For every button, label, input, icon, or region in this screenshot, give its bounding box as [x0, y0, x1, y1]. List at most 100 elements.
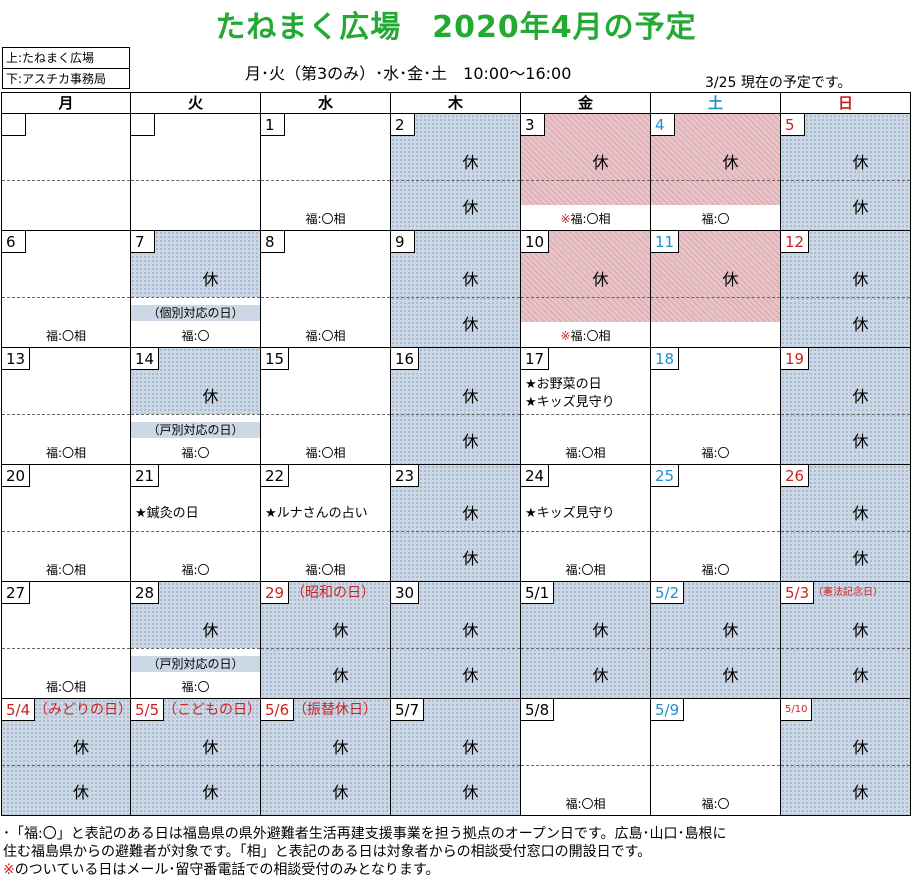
special-day-note: （戸別対応の日） [131, 656, 260, 672]
calendar-day-cell: 5/5 （こどもの日）休休 [131, 699, 261, 816]
half-divider [131, 180, 260, 181]
holiday-name: （憲法記念日） [813, 587, 883, 598]
calendar-day-cell: 21 ★鍼灸の日 福:〇 [131, 465, 261, 582]
closed-mark: 休 [852, 783, 869, 802]
day-number: 5/7 [391, 699, 425, 721]
weekday-header: 日 [781, 92, 911, 114]
event-item: ★キッズ見守り [525, 506, 615, 521]
day-number: 5/4 [2, 699, 36, 721]
closed-mark: 休 [462, 621, 479, 640]
service-label: ※福:〇相 [521, 327, 650, 344]
half-divider [391, 414, 520, 415]
calendar-day-cell: 11 休 [651, 231, 781, 348]
footer-line-2: 住む福島県からの避難者が対象です。「相」と表記のある日は対象者からの相談受付窓口… [3, 844, 652, 860]
closed-mark: 休 [462, 387, 479, 406]
day-number: 15 [261, 348, 290, 370]
closed-mark: 休 [462, 153, 479, 172]
calendar-day-cell: 4 休福:〇 [651, 114, 781, 231]
service-label: 福:〇 [181, 446, 210, 460]
calendar-day-cell: 5/10 休休 [781, 699, 911, 816]
day-number: 13 [2, 348, 31, 370]
calendar-day-cell: 5/7 休休 [391, 699, 521, 816]
calendar-day-cell: 5/9 福:〇 [651, 699, 781, 816]
footer-line-1: ･「福:〇」と表記のある日は福島県の県外避難者生活再建支援事業を担う拠点のオープ… [3, 826, 727, 842]
calendar-day-cell: 16 休休 [391, 348, 521, 465]
day-number [2, 114, 26, 136]
closed-mark: 休 [202, 270, 219, 289]
closed-mark: 休 [202, 783, 219, 802]
half-divider [781, 414, 910, 415]
calendar-day-cell: 25 福:〇 [651, 465, 781, 582]
closed-shade [391, 414, 520, 464]
closed-mark: 休 [462, 432, 479, 451]
half-divider [131, 414, 260, 415]
half-divider [521, 297, 650, 298]
closed-mark: 休 [722, 270, 739, 289]
footer-notes: ･「福:〇」と表記のある日は福島県の県外避難者生活再建支援事業を担う拠点のオープ… [3, 825, 909, 879]
closed-mark: 休 [592, 153, 609, 172]
closed-shade [781, 180, 910, 230]
footer-line-3: ※のついている日はメール･留守番電話での相談受付のみとなります。 [3, 861, 909, 879]
closed-mark: 休 [592, 621, 609, 640]
closed-mark: 休 [332, 783, 349, 802]
service-label: 福:〇 [181, 563, 210, 577]
closed-shade [261, 648, 390, 698]
calendar-day-cell: 30 休休 [391, 582, 521, 699]
calendar-day-cell: 8 福:〇相 [261, 231, 391, 348]
calendar-day-cell: 20 福:〇相 [1, 465, 131, 582]
day-number: 23 [391, 465, 420, 487]
day-number: 27 [2, 582, 31, 604]
half-divider [651, 414, 780, 415]
as-of-note: 3/25 現在の予定です。 [705, 75, 852, 91]
calendar-day-cell: 15 福:〇相 [261, 348, 391, 465]
closed-shade [261, 765, 390, 815]
event-item: ★お野菜の日 [525, 377, 602, 392]
closed-shade [391, 531, 520, 581]
closed-shade [781, 414, 910, 464]
service-label: 福:〇相 [565, 563, 606, 577]
day-number: 2 [391, 114, 415, 136]
holiday-name: （みどりの日） [34, 702, 131, 718]
day-number: 6 [2, 231, 26, 253]
day-number: 30 [391, 582, 420, 604]
day-number: 5/10 [781, 699, 813, 721]
calendar-day-cell: 23 休休 [391, 465, 521, 582]
calendar-day-cell: 22 ★ルナさんの占い 福:〇相 [261, 465, 391, 582]
half-divider [261, 648, 390, 649]
day-number: 28 [131, 582, 160, 604]
event-item: ★キッズ見守り [525, 395, 615, 410]
half-divider [651, 531, 780, 532]
service-label: 福:〇相 [565, 446, 606, 460]
day-number: 26 [781, 465, 810, 487]
day-number: 5/8 [521, 699, 555, 721]
event-item: ★鍼灸の日 [135, 506, 199, 521]
service-label: 福:〇相 [305, 446, 346, 460]
service-label-text: 福:〇相 [570, 329, 611, 343]
day-number: 11 [651, 231, 680, 253]
half-divider [261, 180, 390, 181]
calendar-day-cell: 17 ★お野菜の日 ★キッズ見守り 福:〇相 [521, 348, 651, 465]
closed-shade [521, 648, 650, 698]
closed-mark: 休 [852, 270, 869, 289]
service-label: ※福:〇相 [521, 210, 650, 227]
closed-shade [391, 297, 520, 347]
calendar-day-cell: 24 ★キッズ見守り 福:〇相 [521, 465, 651, 582]
special-day-note: （戸別対応の日） [131, 422, 260, 438]
half-divider [261, 414, 390, 415]
half-divider [131, 648, 260, 649]
half-divider [781, 297, 910, 298]
closed-mark: 休 [852, 198, 869, 217]
service-label: 福:〇相 [45, 563, 87, 577]
closed-shade [521, 231, 650, 297]
closed-shade [781, 648, 910, 698]
asterisk-mark: ※ [3, 862, 15, 878]
holiday-name: （振替休日） [293, 702, 377, 718]
closed-mark: 休 [462, 738, 479, 757]
service-label: 福:〇 [701, 563, 730, 577]
closed-shade [651, 297, 780, 322]
day-number: 14 [131, 348, 160, 370]
page-title: たねまく広場 2020年4月の予定 [215, 10, 697, 45]
half-divider [391, 648, 520, 649]
